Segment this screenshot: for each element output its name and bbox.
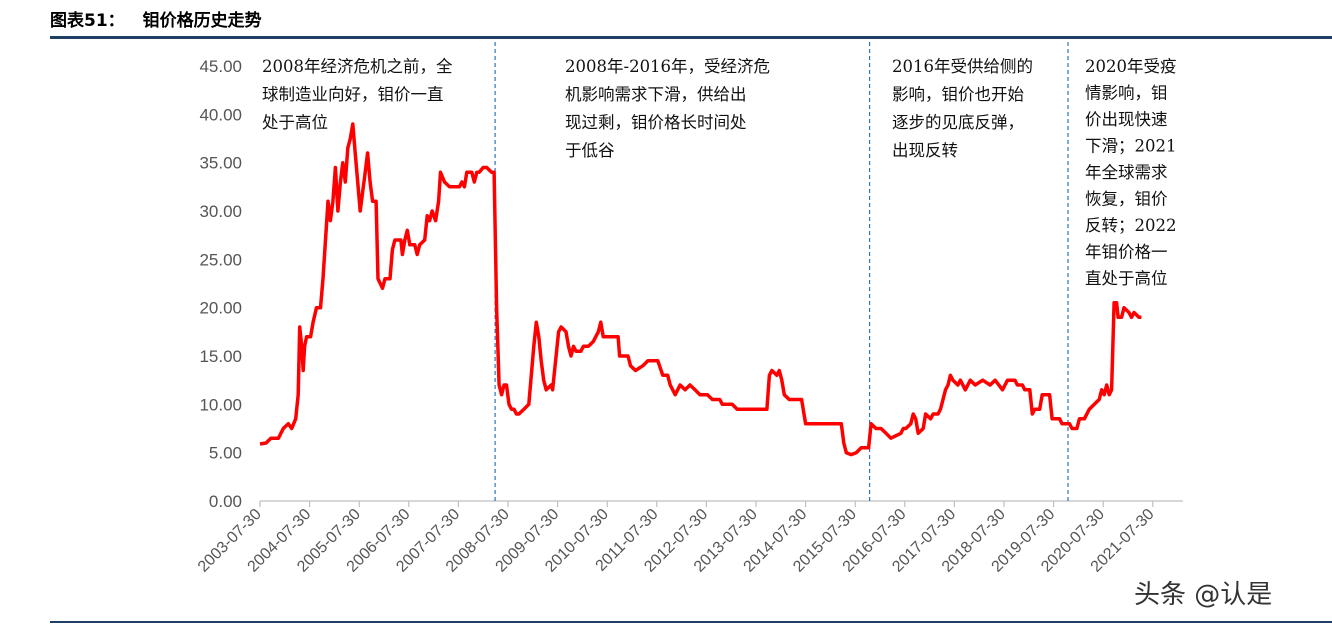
annotation-text-line: 出现反转 (892, 141, 958, 160)
annotation-text-line: 年钼价格一 (1085, 243, 1168, 262)
annotation-text-line: 2008年-2016年，受经济危 (565, 57, 770, 76)
annotation-text-line: 反转；2022 (1085, 216, 1177, 235)
y-tick-label: 15.00 (199, 347, 242, 366)
annotation-text-line: 于低谷 (565, 141, 615, 160)
annotation-text-line: 价出现快速 (1085, 110, 1168, 129)
y-tick-label: 45.00 (199, 57, 242, 76)
annotation-text-line: 2020年受疫 (1085, 57, 1177, 76)
annotation-text-line: 现过剩，钼价格长时间处 (565, 113, 747, 132)
y-tick-label: 40.00 (199, 105, 242, 124)
figure-title-text: 钼价格历史走势 (142, 11, 262, 31)
figure-label: 图表51： (50, 11, 125, 31)
annotation-text-line: 下滑；2021 (1085, 137, 1177, 156)
y-tick-label: 25.00 (199, 250, 242, 269)
annotation-text-line: 影响，钼价也开始 (892, 85, 1024, 104)
y-tick-label: 10.00 (199, 395, 242, 414)
annotation-text-line: 球制造业向好，钼价一直 (262, 85, 444, 104)
annotation-text-line: 处于高位 (262, 113, 328, 132)
watermark: 头条 @认是 (1134, 580, 1273, 610)
bottom-rule (50, 621, 1332, 623)
annotation-text-line: 机影响需求下滑，供给出 (565, 85, 747, 104)
annotation-text-line: 恢复，钼价 (1085, 190, 1168, 209)
y-tick-label: 5.00 (209, 444, 242, 463)
annotation-text-line: 情影响，钼 (1085, 84, 1168, 103)
annotation-text-line: 逐步的见底反弹， (892, 113, 1024, 132)
y-tick-label: 35.00 (199, 154, 242, 173)
price-series-line (259, 122, 1142, 457)
annotation-text-line: 直处于高位 (1085, 269, 1168, 288)
y-tick-label: 20.00 (199, 299, 242, 318)
annotation-text-line: 2008年经济危机之前，全 (262, 57, 453, 76)
y-tick-label: 0.00 (209, 492, 242, 511)
annotation-text-line: 年全球需求 (1085, 163, 1168, 182)
figure-title: 图表51： 钼价格历史走势 (50, 6, 262, 31)
top-rule (50, 36, 1332, 39)
y-tick-label: 30.00 (199, 202, 242, 221)
annotation-text-line: 2016年受供给侧的 (892, 57, 1033, 76)
